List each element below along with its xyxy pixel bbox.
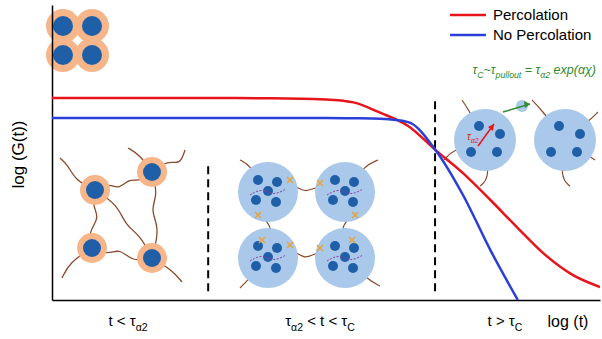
subscript: pullout (495, 70, 522, 80)
particle-core (348, 263, 358, 273)
particle-core (492, 147, 502, 157)
relax-arrow (478, 124, 494, 146)
particle-core (53, 16, 73, 36)
particle-core (83, 239, 101, 257)
region-label: t > τC (488, 312, 523, 333)
legend-swatch (450, 14, 486, 17)
crosslink (259, 237, 265, 243)
particle-core (575, 129, 585, 139)
cluster (238, 162, 298, 222)
subscript: α2 (136, 321, 148, 333)
inner-chain (250, 189, 286, 195)
region-label: t < τα2 (108, 312, 147, 333)
axis-line (53, 300, 601, 302)
inner-chain (327, 255, 363, 261)
x-axis-title: log (t) (548, 313, 589, 330)
cluster (454, 109, 516, 171)
legend-swatch (450, 34, 486, 37)
particle-core (86, 181, 104, 199)
particle-halo (80, 175, 110, 205)
cluster (534, 109, 596, 171)
particle-core (572, 147, 582, 157)
y-axis (52, 6, 53, 301)
particle-core (251, 261, 261, 271)
crosslink (317, 180, 323, 186)
particle-halo (46, 38, 80, 72)
illustrations (46, 9, 598, 288)
pull-arrow-head (524, 101, 530, 108)
crosslink (349, 237, 355, 243)
particle-core (82, 16, 102, 36)
particle-halo (137, 157, 167, 187)
y-axis-title: log (G(t)) (9, 121, 28, 189)
series-line (52, 98, 600, 287)
particle-core (82, 45, 102, 65)
legend: Percolation No Percolation (450, 6, 591, 43)
particle-core (330, 241, 340, 251)
particle-core (272, 177, 282, 187)
text-run: t < τ (108, 312, 135, 329)
particle-core (251, 195, 261, 205)
particle-core (253, 175, 263, 185)
particle-core (271, 197, 281, 207)
formula: τC~τpullout = τα2 exp(αχ) (473, 63, 596, 80)
crosslink (287, 242, 293, 248)
subscript: α2 (540, 70, 550, 80)
particle-core (328, 261, 338, 271)
text-run: t > τ (488, 312, 515, 329)
particle-core (474, 121, 484, 131)
particle-halo (137, 243, 167, 273)
inset-label: τα2 (467, 131, 479, 144)
particle-core (328, 195, 338, 205)
particle-core (349, 177, 359, 187)
particle-halo (77, 233, 107, 263)
inner-chain (250, 255, 286, 261)
particle-core (330, 175, 340, 185)
inner-chain (327, 189, 363, 195)
subscript: C (347, 321, 355, 333)
region-divider (434, 99, 436, 291)
text-run: exp(αχ) (550, 63, 596, 77)
particle-core (554, 121, 564, 131)
cluster (315, 228, 375, 288)
subscript: α2 (291, 321, 303, 333)
relax-arrow-head (488, 124, 494, 131)
crosslink (352, 212, 358, 218)
particle-core (272, 243, 282, 253)
series-line (52, 118, 518, 300)
region-divider (207, 161, 209, 291)
text-run: = τ (521, 63, 541, 77)
legend-label: Percolation (493, 6, 568, 23)
cluster (238, 228, 298, 288)
particle-halo (46, 9, 80, 43)
region-label: τα2 < t < τC (285, 312, 355, 333)
particle-core (546, 147, 556, 157)
axis-line (52, 6, 54, 301)
cluster (315, 162, 375, 222)
particle-core (253, 241, 263, 251)
particle-core (349, 243, 359, 253)
crosslink (317, 245, 323, 251)
chart: τα2log (G(t))log (t)t < τα2τα2 < t < τCt… (0, 0, 602, 339)
particle-core (53, 45, 73, 65)
crosslink (255, 212, 261, 218)
subscript: α2 (471, 137, 479, 144)
legend-label: No Percolation (493, 26, 591, 43)
particle-core (143, 249, 161, 267)
x-axis (53, 300, 601, 301)
particle-halo (75, 9, 109, 43)
particle-core (466, 147, 476, 157)
particle-core (495, 129, 505, 139)
plot-area (52, 98, 600, 300)
particle-core (143, 163, 161, 181)
particle-core (271, 263, 281, 273)
particle-core (348, 197, 358, 207)
crosslink (287, 177, 293, 183)
text-run: < t < τ (303, 312, 347, 329)
subscript: C (515, 321, 523, 333)
particle-halo (75, 38, 109, 72)
